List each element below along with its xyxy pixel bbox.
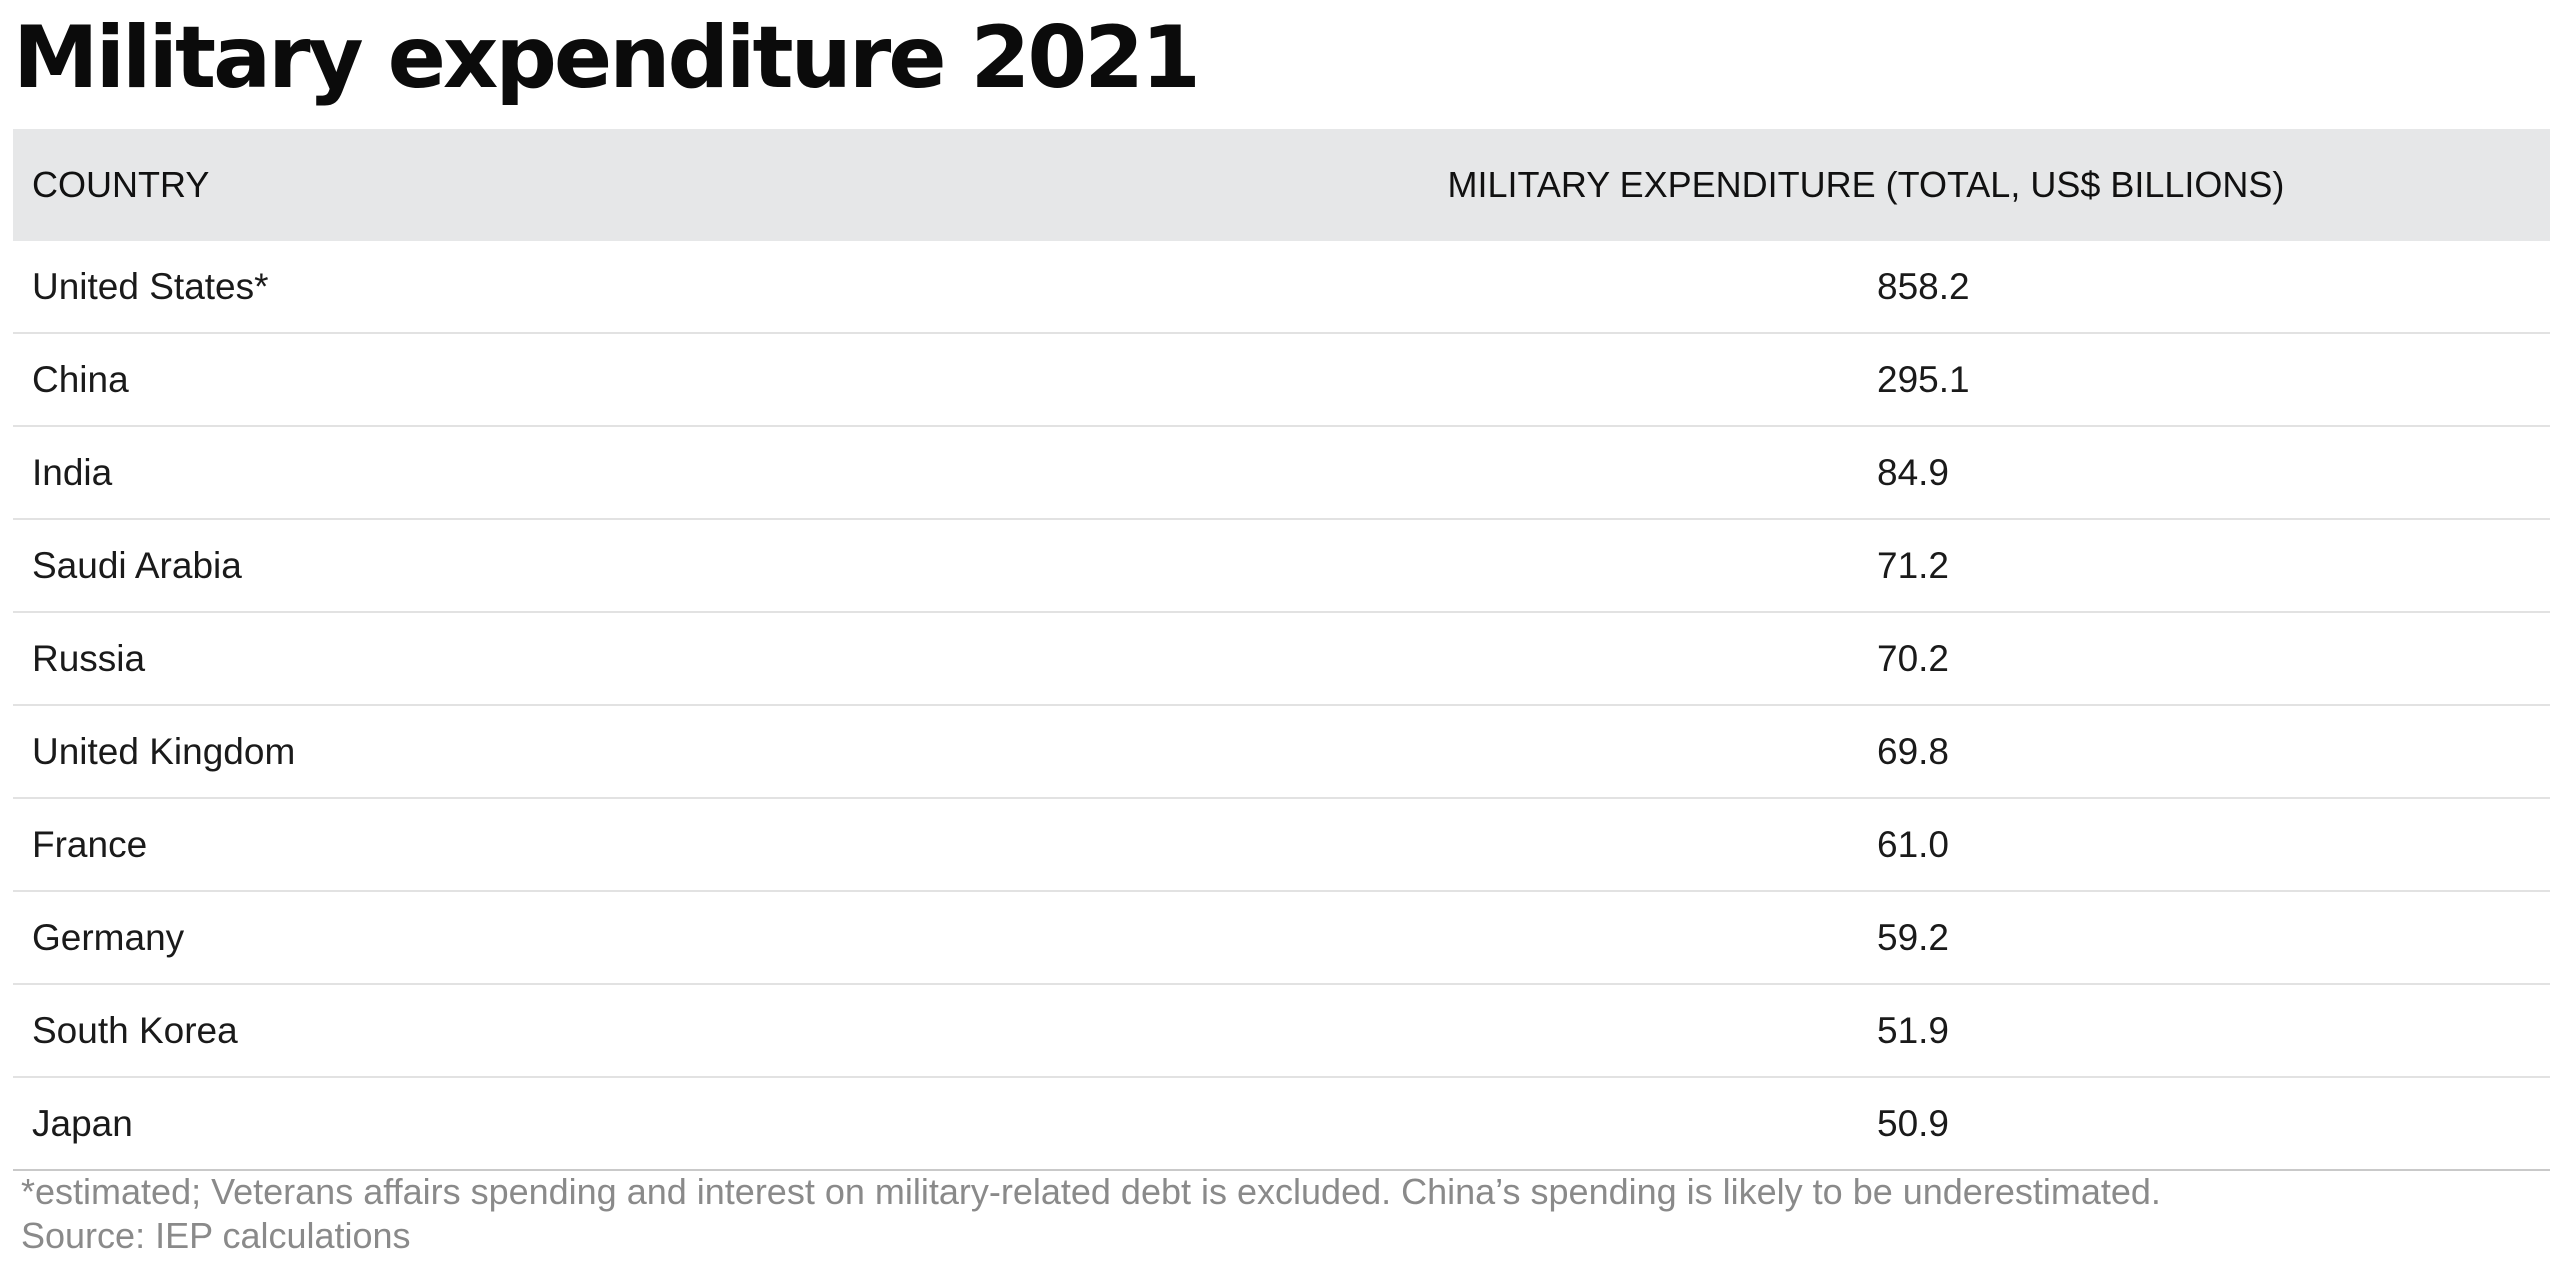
country-cell: United States* — [13, 241, 1302, 334]
country-cell: Russia — [13, 612, 1302, 706]
column-header-country: COUNTRY — [13, 129, 1302, 241]
footnote-source: Source: IEP calculations — [21, 1215, 411, 1256]
table-row: China 295.1 — [13, 333, 2550, 427]
country-cell: Japan — [13, 1077, 1302, 1171]
country-cell: Germany — [13, 891, 1302, 985]
expenditure-cell: 50.9 — [1302, 1077, 2550, 1171]
table-header-row: COUNTRY MILITARY EXPENDITURE (TOTAL, US$… — [13, 129, 2550, 241]
expenditure-cell: 59.2 — [1302, 891, 2550, 985]
footnote: *estimated; Veterans affairs spending an… — [21, 1170, 2161, 1258]
table-row: United Kingdom 69.8 — [13, 705, 2550, 799]
expenditure-cell: 70.2 — [1302, 612, 2550, 706]
column-header-expenditure: MILITARY EXPENDITURE (TOTAL, US$ BILLION… — [1302, 129, 2550, 241]
expenditure-cell: 71.2 — [1302, 519, 2550, 613]
table-row: United States* 858.2 — [13, 241, 2550, 334]
expenditure-cell: 84.9 — [1302, 426, 2550, 520]
table-row: Japan 50.9 — [13, 1077, 2550, 1171]
country-cell: Saudi Arabia — [13, 519, 1302, 613]
expenditure-cell: 295.1 — [1302, 333, 2550, 427]
country-cell: South Korea — [13, 984, 1302, 1078]
country-cell: India — [13, 426, 1302, 520]
table-row: France 61.0 — [13, 798, 2550, 892]
table-row: Germany 59.2 — [13, 891, 2550, 985]
table-row: South Korea 51.9 — [13, 984, 2550, 1078]
country-cell: France — [13, 798, 1302, 892]
table-row: Russia 70.2 — [13, 612, 2550, 706]
table-row: Saudi Arabia 71.2 — [13, 519, 2550, 613]
expenditure-table: COUNTRY MILITARY EXPENDITURE (TOTAL, US$… — [13, 129, 2550, 1171]
country-cell: China — [13, 333, 1302, 427]
expenditure-cell: 61.0 — [1302, 798, 2550, 892]
expenditure-cell: 69.8 — [1302, 705, 2550, 799]
expenditure-cell: 858.2 — [1302, 241, 2550, 334]
country-cell: United Kingdom — [13, 705, 1302, 799]
chart-title: Military expenditure 2021 — [13, 8, 1201, 108]
table-row: India 84.9 — [13, 426, 2550, 520]
footnote-note: *estimated; Veterans affairs spending an… — [21, 1171, 2161, 1212]
expenditure-cell: 51.9 — [1302, 984, 2550, 1078]
